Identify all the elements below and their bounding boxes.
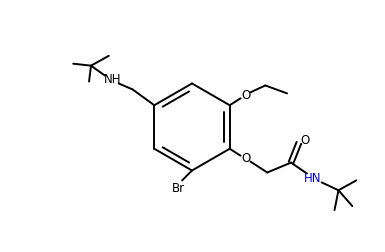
Text: NH: NH: [104, 73, 122, 86]
Text: HN: HN: [304, 172, 321, 185]
Text: O: O: [300, 134, 310, 147]
Text: O: O: [241, 152, 250, 165]
Text: Br: Br: [172, 182, 185, 195]
Text: O: O: [241, 89, 250, 102]
